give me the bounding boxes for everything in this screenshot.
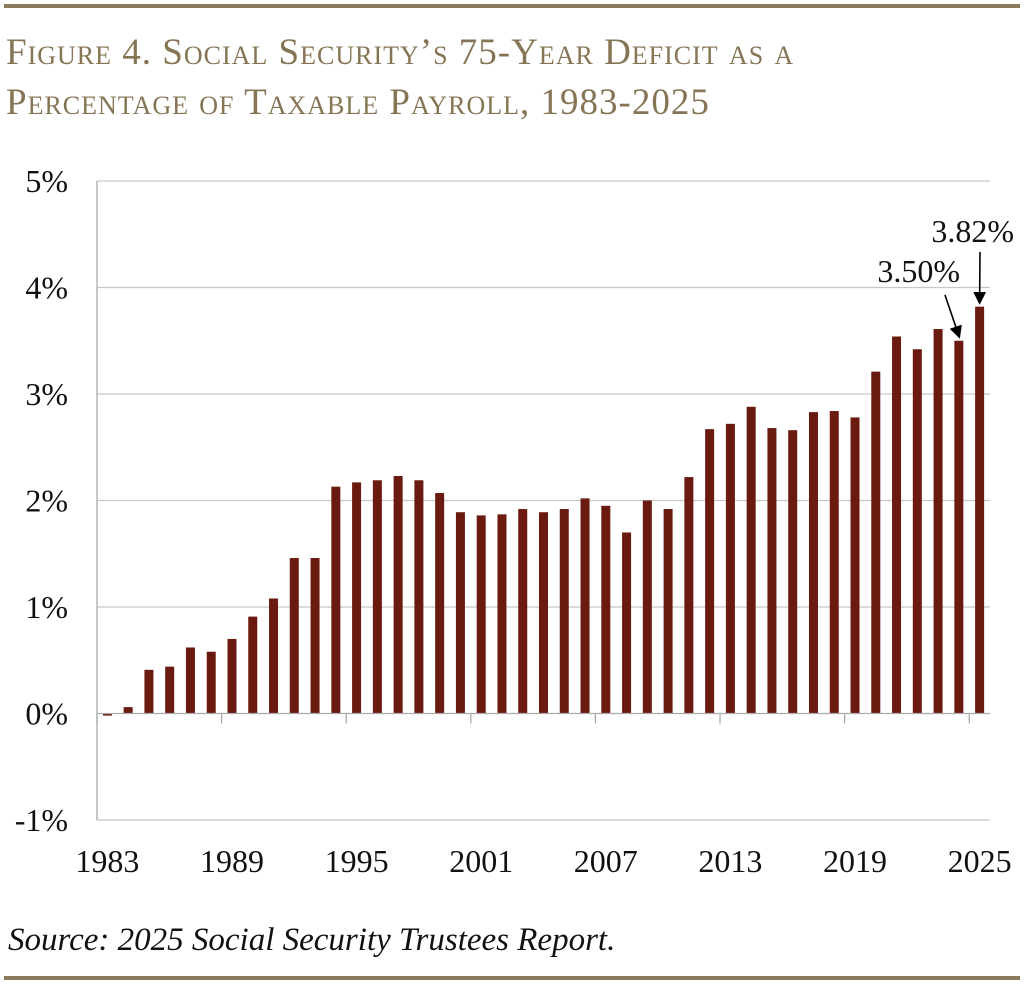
bar-2008 [622, 532, 632, 714]
bar-1984 [123, 707, 133, 714]
x-tick-label: 2019 [823, 843, 887, 879]
bar-2024 [954, 340, 964, 714]
bar-2021 [892, 336, 902, 714]
bar-2018 [829, 411, 839, 714]
x-tick-label: 2007 [574, 843, 638, 879]
bar-1995 [352, 482, 362, 714]
x-tick-label: 2025 [948, 843, 1012, 879]
y-tick-label: 3% [25, 376, 68, 412]
bar-1992 [289, 558, 299, 714]
x-tick-label: 1989 [200, 843, 264, 879]
chart-title: Figure 4. Social Security’s 75-Year Defi… [6, 28, 794, 128]
bar-2001 [476, 515, 486, 714]
bar-2014 [746, 406, 756, 714]
bar-2010 [663, 509, 673, 714]
bar-1999 [435, 493, 445, 714]
bar-2016 [788, 430, 798, 714]
bar-1994 [331, 486, 341, 714]
bar-1997 [393, 476, 403, 714]
bar-1985 [144, 669, 154, 714]
bar-2004 [539, 512, 548, 714]
x-tick-label: 1983 [75, 843, 139, 879]
source-note: Source: 2025 Social Security Trustees Re… [8, 922, 616, 958]
bar-2007 [601, 505, 611, 714]
bar-1998 [414, 480, 424, 714]
y-tick-label: 5% [25, 163, 68, 199]
bar-2017 [808, 412, 818, 714]
top-rule [4, 4, 1020, 8]
bar-2019 [850, 417, 860, 714]
x-tick-label: 2001 [449, 843, 513, 879]
bar-1989 [227, 638, 237, 714]
bar-1993 [310, 558, 320, 714]
annotation-label-2025: 3.82% [931, 213, 1014, 249]
y-tick-label: 2% [25, 483, 68, 519]
bar-2000 [455, 512, 465, 714]
bar-1987 [185, 647, 195, 714]
annotation-label-2024: 3.50% [877, 253, 960, 289]
y-tick-label: 4% [25, 270, 68, 306]
title-line-1: Figure 4. Social Security’s 75-Year Defi… [6, 32, 795, 73]
bar-2012 [705, 429, 715, 714]
bar-2015 [767, 428, 777, 714]
x-tick-label: 1995 [325, 843, 389, 879]
bottom-rule [4, 976, 1020, 980]
y-tick-label: -1% [15, 802, 68, 838]
bar-1996 [372, 480, 382, 714]
y-tick-label: 0% [25, 696, 68, 732]
bar-2006 [580, 498, 590, 714]
y-tick-label: 1% [25, 589, 68, 625]
bar-2025 [975, 306, 985, 714]
bar-2005 [559, 509, 569, 714]
title-line-2: Percentage of Taxable Payroll, 1983-2025 [6, 82, 710, 123]
bar-2013 [725, 423, 735, 714]
bar-1983 [102, 713, 112, 716]
bar-1988 [206, 651, 216, 714]
bar-2023 [933, 329, 943, 714]
bar-1990 [248, 616, 258, 714]
bar-1991 [269, 598, 279, 714]
bar-2011 [684, 477, 694, 714]
bar-2003 [518, 509, 528, 714]
bar-2009 [642, 500, 652, 714]
bar-2002 [497, 514, 507, 714]
x-tick-label: 2013 [698, 843, 762, 879]
annotation-arrow-2024 [944, 294, 962, 339]
bar-1986 [165, 666, 175, 714]
bar-2022 [912, 349, 922, 714]
bar-2020 [871, 371, 881, 714]
